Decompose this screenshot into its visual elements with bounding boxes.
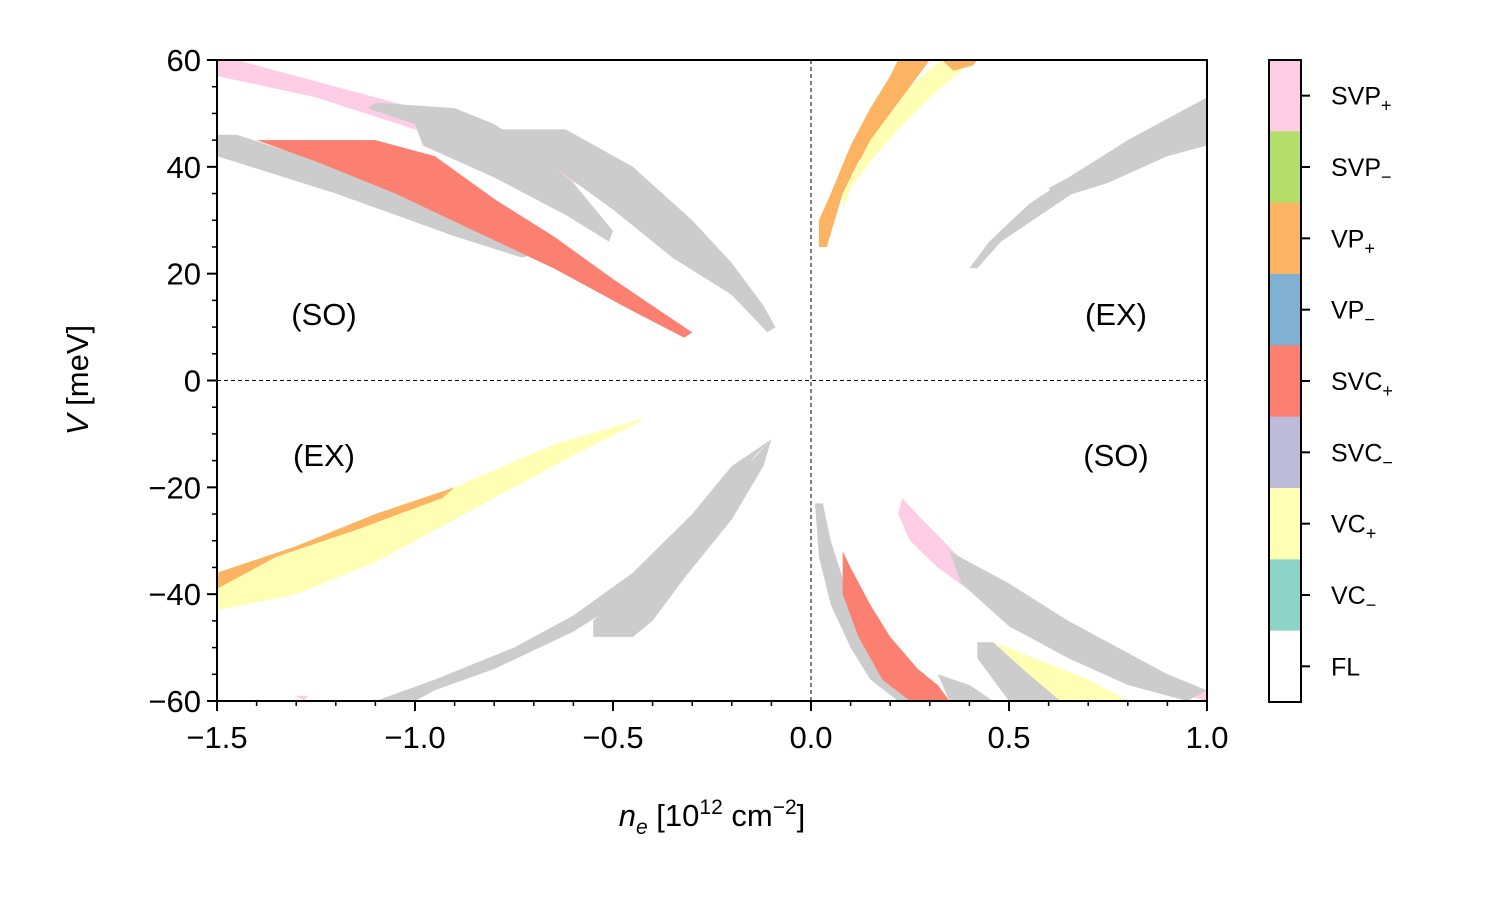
colorbar-swatch [1269, 630, 1301, 703]
phase-region-vpplus [217, 487, 455, 589]
phase-region-svp- [937, 674, 994, 701]
phase-region-vc- [1048, 108, 1207, 199]
phase-region-svp- [217, 134, 542, 258]
colorbar-swatch [1269, 488, 1301, 560]
quadrant-label: (EX) [1085, 297, 1147, 332]
colorbar-label: VC+ [1331, 511, 1376, 544]
colorbar-swatch [1269, 345, 1301, 418]
phase-region-vpplus [941, 60, 978, 71]
colorbar-swatch [1269, 202, 1301, 275]
colorbar-swatch [1269, 131, 1301, 204]
colorbar-swatch [1269, 60, 1301, 132]
phase-region-svc- [462, 129, 776, 333]
quadrant-label: (SO) [1083, 438, 1148, 473]
x-tick-label: 0.0 [789, 720, 832, 755]
x-tick-label: 0.5 [987, 720, 1030, 755]
phase-region-vc- [367, 102, 613, 242]
colorbar-label: VP+ [1331, 225, 1375, 258]
colorbar-frame [1268, 59, 1302, 703]
colorbar-swatch [1269, 274, 1301, 346]
colorbar-swatch [1269, 416, 1301, 489]
phase-regions [217, 60, 1207, 701]
y-tick-label: 60 [167, 43, 201, 78]
x-axis-ticks: −1.5 −1.0 −0.5 0.0 0.5 1.0 [186, 701, 1229, 755]
y-tick-label: 40 [167, 150, 201, 185]
x-tick-label: −0.5 [582, 720, 643, 755]
quadrant-label: (SO) [291, 297, 356, 332]
phase-region-vp- [375, 439, 772, 701]
quadrant-labels: (SO) (EX) (EX) (SO) [291, 297, 1148, 473]
y-axis-label: V [meV] [60, 325, 95, 435]
phase-region-vc- [593, 439, 772, 637]
phase-region-vc- [977, 642, 1061, 701]
x-tick-label: −1.5 [186, 720, 247, 755]
quadrant-label: (EX) [293, 438, 355, 473]
colorbar-label: SVP+ [1331, 83, 1392, 116]
phase-region-vcplus [993, 642, 1128, 701]
y-tick-label: −40 [148, 577, 201, 612]
phase-region-svpplus [296, 695, 309, 701]
colorbar-label: SVP− [1331, 154, 1392, 187]
phase-colorbar: SVP+ SVP− VP+ VP− SVC+ SVC− VC+ VC− FL [1268, 59, 1393, 703]
colorbar-label: SVC− [1331, 439, 1393, 472]
y-tick-label: −60 [148, 684, 201, 719]
colorbar-label: SVC+ [1331, 368, 1393, 401]
phase-region-vpplus [818, 60, 930, 247]
x-tick-label: −1.0 [384, 720, 445, 755]
colorbar-label: FL [1331, 653, 1360, 681]
y-tick-label: −20 [148, 470, 201, 505]
phase-region-svcplus [842, 551, 950, 701]
colorbar-label: VC− [1331, 582, 1376, 615]
phase-region-svcplus [256, 140, 693, 338]
colorbar-label: VP− [1331, 297, 1375, 330]
phase-region-svc- [949, 551, 1207, 701]
colorbar-swatch [1269, 559, 1301, 632]
y-tick-label: 0 [184, 364, 201, 399]
x-axis-label: ne [1012 cm−2] [619, 796, 806, 839]
reference-lines [217, 60, 1207, 701]
phase-region-vcplus [217, 417, 645, 611]
y-axis-ticks: 60 40 20 0 −20 −40 −60 [148, 43, 217, 719]
y-tick-label: 20 [167, 257, 201, 292]
x-tick-label: 1.0 [1185, 720, 1228, 755]
